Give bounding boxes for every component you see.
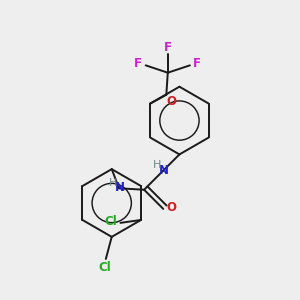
Text: O: O: [167, 95, 177, 108]
Text: O: O: [167, 201, 176, 214]
Text: Cl: Cl: [104, 215, 117, 228]
Text: N: N: [115, 182, 125, 194]
Text: H: H: [108, 178, 117, 188]
Text: H: H: [153, 160, 161, 170]
Text: F: F: [193, 57, 201, 70]
Text: N: N: [159, 164, 169, 177]
Text: Cl: Cl: [98, 261, 111, 274]
Text: F: F: [164, 40, 172, 54]
Text: F: F: [134, 57, 142, 70]
